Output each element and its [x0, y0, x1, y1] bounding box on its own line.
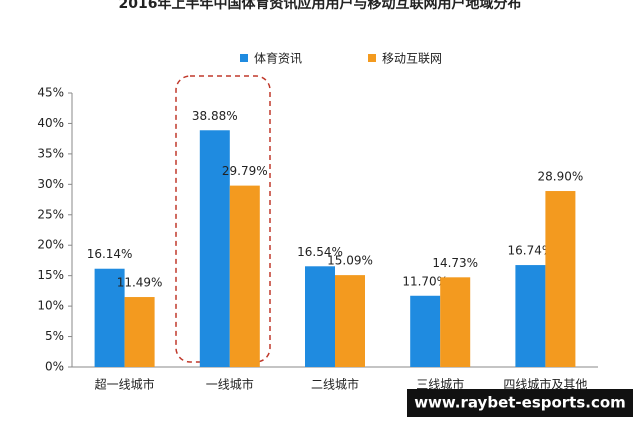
value-label: 16.14%	[87, 247, 133, 261]
x-tick-label: 四线城市及其他	[503, 377, 587, 392]
bar	[94, 268, 125, 367]
bar	[515, 265, 546, 367]
x-tick-label: 超一线城市	[95, 377, 155, 392]
y-tick-label: 0%	[45, 360, 64, 374]
value-label: 16.54%	[297, 245, 343, 259]
bar	[229, 185, 260, 367]
value-label: 16.74%	[508, 244, 554, 258]
watermark: www.raybet-esports.com	[414, 394, 626, 412]
value-label: 14.73%	[432, 256, 478, 270]
bar	[545, 191, 576, 367]
bar	[199, 130, 230, 367]
y-tick-label: 25%	[37, 207, 64, 221]
y-tick-label: 20%	[37, 238, 64, 252]
bar	[410, 295, 441, 367]
x-tick-label: 三线城市	[416, 377, 464, 392]
value-label: 29.79%	[222, 164, 268, 178]
legend-label: 体育资讯	[254, 51, 302, 66]
value-label: 11.70%	[402, 274, 448, 288]
legend-swatch	[240, 54, 248, 62]
y-tick-label: 10%	[37, 299, 64, 313]
y-tick-label: 15%	[37, 268, 64, 282]
watermark-banner	[407, 389, 633, 417]
value-label: 38.88%	[192, 109, 238, 123]
y-tick-label: 35%	[37, 146, 64, 160]
legend-swatch	[368, 54, 376, 62]
y-tick-label: 5%	[45, 329, 64, 343]
bar	[124, 297, 155, 367]
bar	[335, 275, 365, 367]
value-label: 28.90%	[538, 170, 584, 184]
value-label: 11.49%	[117, 276, 163, 290]
value-label: 15.09%	[327, 254, 373, 268]
y-tick-label: 40%	[37, 116, 64, 130]
y-tick-label: 30%	[37, 177, 64, 191]
bar	[440, 277, 471, 367]
y-tick-label: 45%	[37, 86, 64, 100]
x-tick-label: 一线城市	[206, 377, 254, 392]
bar	[305, 266, 335, 367]
x-tick-label: 二线城市	[311, 377, 359, 392]
chart-title: 2016年上半年中国体育资讯应用用户与移动互联网用户地域分布	[119, 0, 522, 12]
legend-label: 移动互联网	[382, 52, 442, 66]
